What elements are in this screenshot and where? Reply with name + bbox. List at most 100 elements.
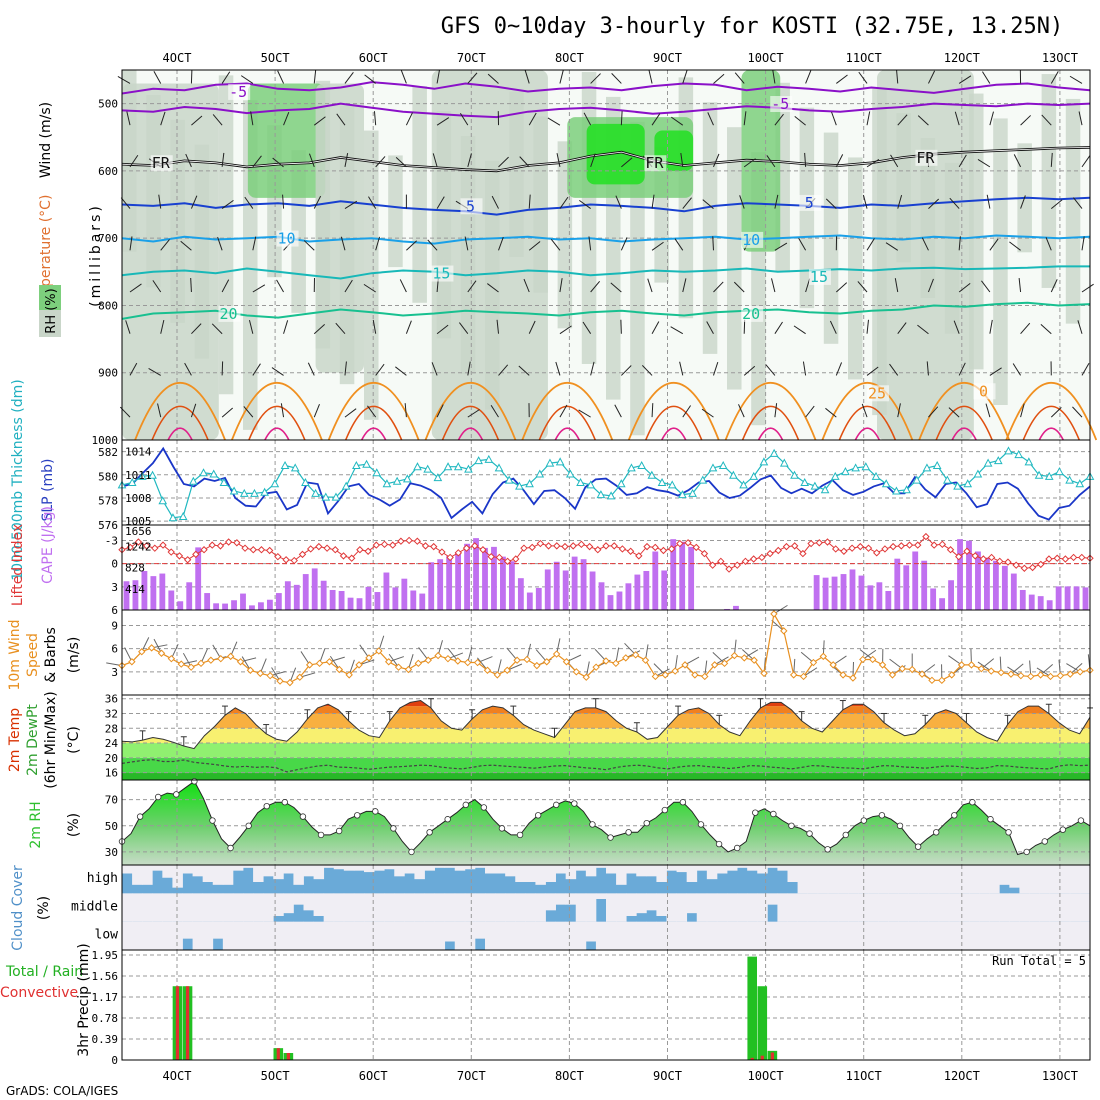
rh2m-point xyxy=(697,821,705,828)
cape-bar xyxy=(930,588,937,610)
wind10-point xyxy=(592,663,600,671)
upper-wind-barb xyxy=(958,75,972,84)
upper-wind-barb xyxy=(191,115,203,126)
upper-wind-barb xyxy=(804,152,807,167)
upper-wind-barb xyxy=(1078,111,1083,126)
wind10-point xyxy=(167,654,176,663)
upper-wind-barb xyxy=(1081,155,1091,168)
li-point xyxy=(421,542,430,550)
cloud-clear-cell xyxy=(868,921,879,950)
cape-bar xyxy=(1019,589,1026,610)
cloud-clear-cell xyxy=(595,893,607,899)
cloud-clear-cell xyxy=(394,893,405,922)
wind10-point xyxy=(1007,670,1015,678)
rh2m-point xyxy=(317,831,325,839)
wind10-barb xyxy=(594,648,607,662)
cloud-clear-cell xyxy=(1029,865,1040,894)
li-point xyxy=(495,553,504,562)
cloud-clear-cell xyxy=(999,893,1010,922)
rh2m-point xyxy=(1077,817,1085,824)
rh2m-point xyxy=(733,844,741,852)
cloud-clear-cell xyxy=(253,893,264,922)
upper-wind-barb xyxy=(559,278,563,293)
upper-wind-barb xyxy=(375,236,381,251)
cloud-clear-cell xyxy=(938,893,950,922)
cloud-clear-cell xyxy=(1079,865,1091,894)
cloud-clear-cell xyxy=(1049,893,1061,922)
cape-bar xyxy=(1055,586,1062,610)
cloud-clear-cell xyxy=(868,893,879,922)
cloud-clear-cell xyxy=(222,865,234,885)
contour-25-arch xyxy=(231,381,323,441)
cloud-clear-cell xyxy=(142,921,153,950)
li-point xyxy=(930,541,938,549)
upper-wind-barb xyxy=(1020,195,1026,209)
thickness-point xyxy=(311,488,320,497)
upper-wind-barb xyxy=(620,237,628,251)
wind10-barb xyxy=(862,649,877,660)
cloud-clear-cell xyxy=(686,921,698,950)
upper-wind-barb xyxy=(487,73,499,84)
cloud-clear-cell xyxy=(273,921,284,950)
upper-wind-barb xyxy=(464,236,469,251)
upper-wind-barb xyxy=(986,194,991,209)
upper-wind-barb xyxy=(556,153,561,167)
cape-bar xyxy=(957,539,963,610)
cape-bar xyxy=(840,574,847,610)
upper-wind-barb xyxy=(271,367,284,376)
top-date-label: 4OCT xyxy=(163,51,192,65)
upper-wind-barb xyxy=(313,323,325,335)
upper-wind-barb xyxy=(190,195,198,209)
li-point xyxy=(347,554,356,562)
li-point xyxy=(512,555,520,563)
wind10-point xyxy=(641,656,650,664)
cloud-clear-cell xyxy=(1079,893,1091,922)
precip-conv-bar xyxy=(175,986,180,1060)
upper-wind-barb xyxy=(221,152,225,167)
thickness-point xyxy=(739,480,748,489)
slp-ytick-label: 580 xyxy=(98,470,118,483)
upper-wind-barb xyxy=(518,365,530,376)
wind10-point xyxy=(868,655,877,664)
contour-25-arch xyxy=(1005,381,1098,441)
upper-wind-barb xyxy=(958,236,961,251)
wind10-barb xyxy=(418,647,429,661)
cloud-clear-cell xyxy=(122,893,133,922)
contour-label: FR xyxy=(152,154,171,172)
wind10-point xyxy=(681,661,689,669)
rh2m-point xyxy=(860,817,868,824)
thickness-point xyxy=(331,492,341,501)
contour-30-arch xyxy=(741,405,800,441)
upper-wind-barb xyxy=(467,153,472,168)
upper-wind-barb xyxy=(989,367,1002,376)
cloud-clear-cell xyxy=(979,893,990,922)
cloud-clear-cell xyxy=(918,893,930,922)
thickness-point xyxy=(667,480,677,489)
rh2m-point xyxy=(553,801,560,809)
wind10-point xyxy=(286,678,294,687)
cloud-clear-cell xyxy=(333,865,345,870)
cloud-clear-cell xyxy=(515,865,526,882)
upper-wind-barb xyxy=(579,199,591,209)
thickness-point xyxy=(250,488,259,497)
cloud-clear-cell xyxy=(989,865,1000,894)
cloud-clear-cell xyxy=(444,921,456,942)
cloud-clear-cell xyxy=(1029,921,1040,950)
cloud-clear-cell xyxy=(827,893,839,922)
cloud-clear-cell xyxy=(505,893,516,922)
temp-ytick-label: 20 xyxy=(105,752,118,765)
wind10-point xyxy=(187,663,195,671)
cloud-clear-cell xyxy=(364,865,375,873)
cape-bar xyxy=(311,568,318,610)
li-point xyxy=(389,541,397,549)
upper-wind-barb xyxy=(706,321,714,334)
upper-wind-barb xyxy=(866,319,869,334)
rh2m-point xyxy=(426,829,433,836)
rh2m-point xyxy=(444,816,451,823)
cape-bar xyxy=(885,591,892,610)
thickness-point xyxy=(759,457,769,466)
wind10-point xyxy=(128,658,136,666)
upper-wind-barb xyxy=(277,70,285,84)
rh2m-point xyxy=(806,830,813,837)
temp-line xyxy=(121,699,1091,750)
